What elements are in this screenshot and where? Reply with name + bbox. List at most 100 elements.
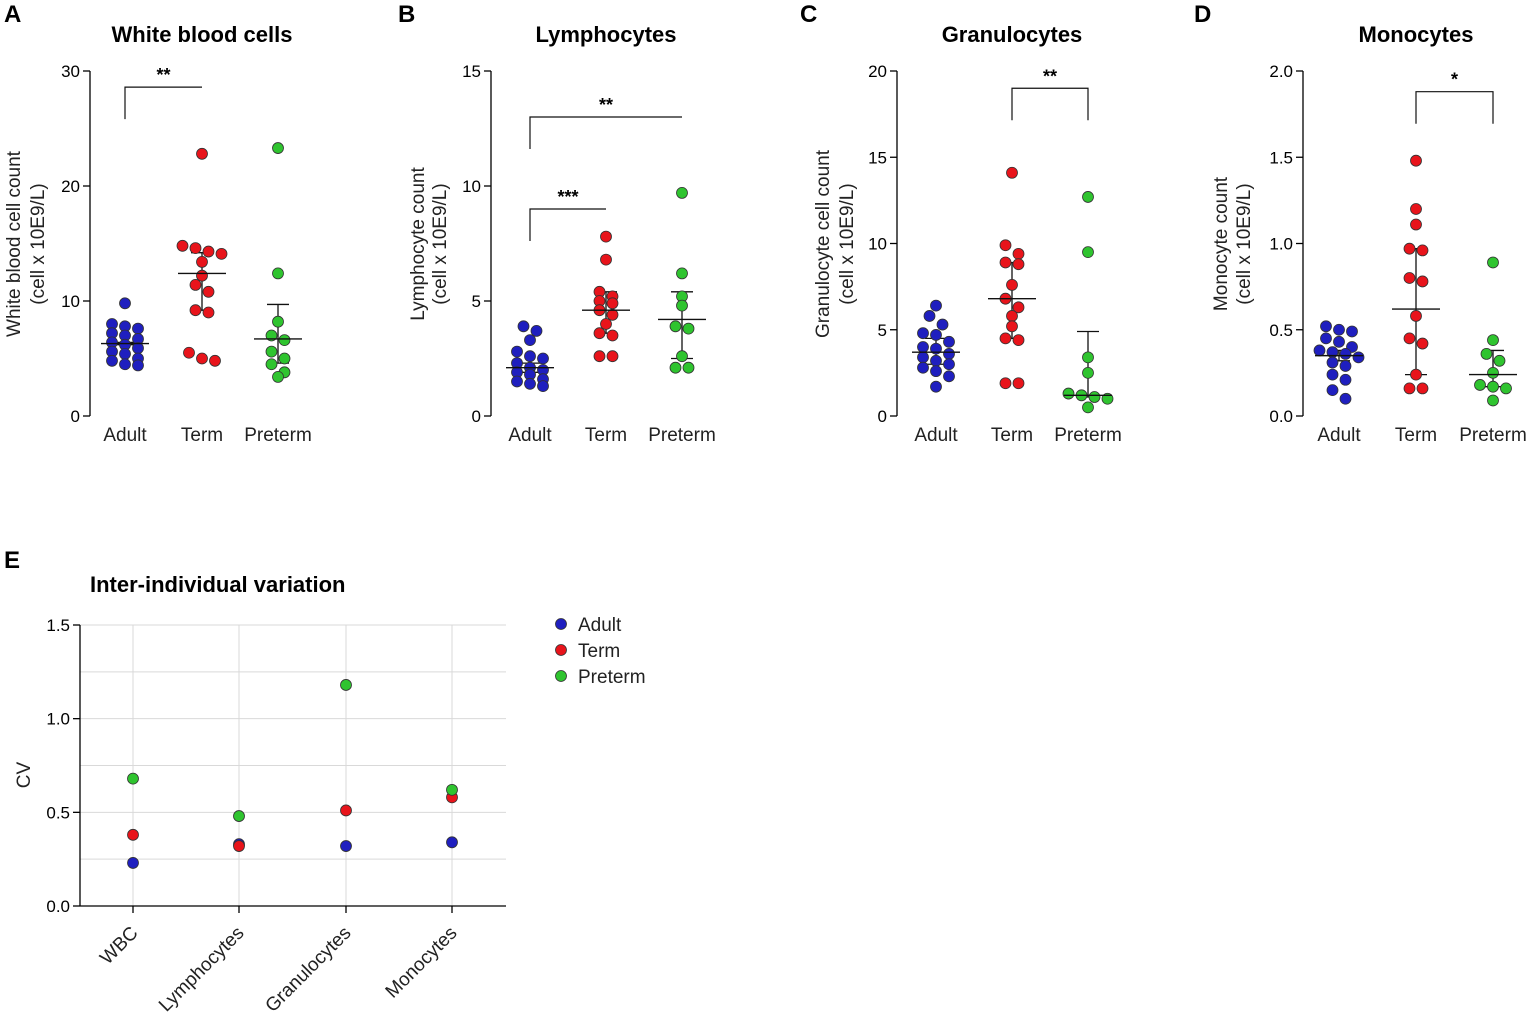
- legend-label-preterm: Preterm: [578, 667, 646, 688]
- data-point-term: [1012, 334, 1025, 347]
- data-point-term: [189, 278, 202, 291]
- data-point-term: [600, 318, 612, 330]
- y-tick-label: 1.0: [1269, 235, 1293, 254]
- y-tick-label: 10: [868, 235, 887, 254]
- panel-letter-a: A: [4, 1, 21, 28]
- data-point-term: [606, 329, 619, 342]
- legend-marker-adult: [555, 618, 567, 630]
- y-tick-label: 1.0: [46, 710, 70, 729]
- x-category-label: Adult: [508, 425, 552, 446]
- x-category-label: Monocytes: [382, 923, 462, 1003]
- data-point-preterm: [1101, 392, 1114, 405]
- x-category-label: Lymphocytes: [155, 923, 249, 1017]
- data-point-term: [189, 304, 202, 317]
- cv-point-preterm: [127, 772, 139, 785]
- data-point-preterm: [676, 299, 688, 312]
- data-point-term: [1012, 377, 1025, 390]
- data-point-adult: [530, 324, 543, 337]
- data-point-preterm: [676, 267, 688, 280]
- data-point-adult: [1352, 351, 1365, 364]
- data-point-term: [1012, 247, 1025, 260]
- y-axis-label-units: (cell x 10E9/L): [1234, 183, 1255, 304]
- data-point-term: [1410, 203, 1422, 215]
- data-point-adult: [1339, 373, 1352, 386]
- panel-e-inter-individual-variation: E Inter-individual variation 0.0 0.5 1.0 1.…: [4, 547, 646, 1017]
- y-tick-label: 0.0: [1269, 407, 1293, 426]
- data-point-adult: [1333, 335, 1345, 348]
- y-tick-label: 20: [868, 62, 887, 81]
- data-point-term: [1006, 320, 1018, 333]
- data-point-preterm: [1487, 366, 1499, 379]
- data-point-adult: [930, 354, 942, 367]
- data-point-term: [189, 242, 202, 255]
- data-point-preterm: [265, 345, 278, 358]
- panel-title-e: Inter-individual variation: [90, 572, 345, 597]
- legend-marker-term: [555, 644, 567, 656]
- data-point-term: [606, 308, 619, 321]
- data-point-term: [183, 346, 195, 359]
- y-axis-label: Lymphocyte count: [408, 167, 429, 321]
- panel-b-lymphocytes: B Lymphocytes 0 5 10 15 Lymphocyte count (cel…: [398, 1, 716, 446]
- x-category-label: WBC: [96, 923, 142, 969]
- data-point-preterm: [676, 186, 688, 199]
- data-point-adult: [1320, 332, 1332, 345]
- data-point-term: [999, 239, 1012, 252]
- data-point-term: [202, 306, 215, 319]
- data-point-adult: [119, 358, 131, 371]
- data-point-adult: [943, 335, 955, 348]
- y-tick-label: 10: [462, 177, 481, 196]
- data-point-adult: [1326, 368, 1339, 381]
- y-tick-label: 5: [878, 321, 887, 340]
- data-point-term: [1416, 337, 1429, 350]
- data-point-term: [1410, 218, 1422, 231]
- panel-a-white-blood-cells: A White blood cells 0 10 20 30 White blood c…: [4, 1, 312, 446]
- data-point-term: [999, 332, 1012, 345]
- data-point-term: [196, 269, 208, 282]
- x-category-label: Term: [181, 425, 223, 446]
- y-tick-label: 2.0: [1269, 62, 1293, 81]
- panel-title-a: White blood cells: [112, 22, 293, 47]
- data-point-term: [1416, 382, 1429, 395]
- y-tick-label: 0.0: [46, 897, 70, 916]
- data-point-term: [196, 352, 208, 365]
- data-point-adult: [511, 345, 523, 358]
- data-point-term: [202, 245, 215, 258]
- cv-point-preterm: [446, 783, 458, 796]
- data-point-preterm: [669, 320, 682, 333]
- y-axis-label: Granulocyte cell count: [813, 149, 834, 338]
- data-point-preterm: [272, 142, 284, 154]
- data-point-adult: [930, 365, 942, 378]
- data-point-adult: [930, 299, 942, 312]
- panel-c-granulocytes: C Granulocytes 0 5 10 15 20 Granulocyte cell …: [800, 1, 1122, 446]
- data-point-adult: [1339, 347, 1352, 360]
- data-point-term: [1416, 275, 1429, 288]
- data-point-adult: [1346, 325, 1358, 338]
- x-category-label: Adult: [1317, 425, 1361, 446]
- data-point-adult: [524, 377, 536, 390]
- data-point-adult: [537, 352, 549, 365]
- data-point-preterm: [278, 352, 291, 365]
- data-point-preterm: [1487, 334, 1499, 347]
- data-point-preterm: [265, 358, 278, 371]
- data-point-term: [196, 255, 208, 268]
- data-point-preterm: [272, 267, 284, 280]
- data-point-adult: [917, 351, 929, 364]
- x-category-label: Preterm: [244, 425, 312, 446]
- data-point-term: [1410, 368, 1422, 381]
- panel-letter-d: D: [1194, 1, 1211, 28]
- data-point-term: [1403, 272, 1416, 284]
- data-point-adult: [943, 347, 955, 360]
- x-category-label: Adult: [914, 425, 958, 446]
- data-point-adult: [1320, 320, 1332, 333]
- data-point-term: [999, 256, 1012, 269]
- data-point-adult: [1313, 344, 1326, 357]
- data-point-adult: [936, 318, 949, 331]
- data-point-term: [176, 239, 189, 252]
- data-point-adult: [923, 310, 936, 322]
- y-tick-label: 0.5: [46, 803, 70, 822]
- x-category-label: Granulocytes: [262, 923, 356, 1017]
- data-point-term: [593, 350, 606, 363]
- x-category-label: Preterm: [648, 425, 716, 446]
- cv-point-preterm: [340, 679, 352, 691]
